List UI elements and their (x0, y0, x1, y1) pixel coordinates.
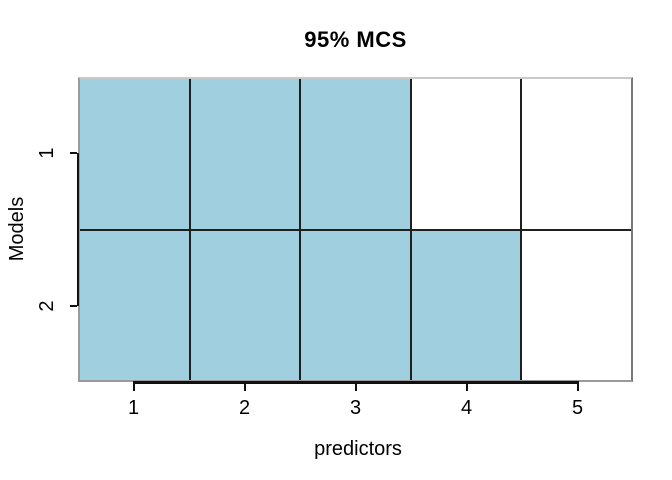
x-tick-mark-3 (354, 384, 357, 391)
x-tick-label-5: 5 (571, 397, 584, 419)
cell-model2-pred4 (410, 229, 521, 380)
cell-model1-pred3 (300, 79, 411, 230)
cell-model2-pred5 (520, 229, 631, 380)
x-tick-mark-4 (465, 384, 468, 391)
x-tick-mark-1 (132, 384, 135, 391)
y-tick-label-2: 2 (36, 300, 58, 312)
cell-model2-pred1 (80, 229, 191, 380)
cell-model1-pred2 (190, 79, 301, 230)
y-tick-label-1: 1 (36, 147, 58, 159)
x-tick-label-2: 2 (238, 397, 251, 419)
y-axis-line (77, 153, 79, 306)
cell-model1-pred1 (80, 79, 191, 230)
cell-model2-pred2 (190, 229, 301, 380)
x-tick-label-1: 1 (127, 397, 140, 419)
y-tick-mark-2 (70, 304, 77, 307)
cells-grid (80, 79, 631, 380)
x-axis-label: predictors (314, 438, 402, 460)
x-tick-mark-5 (576, 384, 579, 391)
y-axis-label: Models (6, 196, 28, 262)
y-tick-mark-1 (70, 152, 77, 155)
plot-area (78, 77, 633, 382)
cell-model2-pred3 (300, 229, 411, 380)
x-axis-line (133, 381, 579, 384)
x-tick-mark-2 (243, 384, 246, 391)
cell-model1-pred5 (520, 79, 631, 230)
chart-title: 95% MCS (304, 27, 407, 52)
x-tick-label-3: 3 (349, 397, 362, 419)
cell-model1-pred4 (410, 79, 521, 230)
x-tick-label-4: 4 (460, 397, 473, 419)
